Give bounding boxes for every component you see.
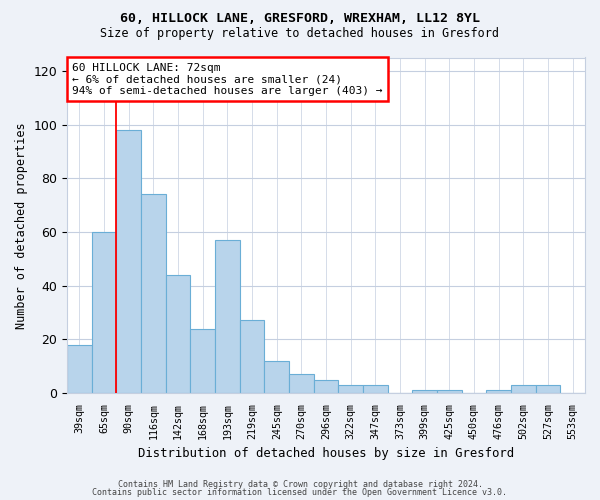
Bar — [412, 390, 437, 393]
Text: 60 HILLOCK LANE: 72sqm
← 6% of detached houses are smaller (24)
94% of semi-deta: 60 HILLOCK LANE: 72sqm ← 6% of detached … — [73, 62, 383, 96]
Bar — [265, 360, 289, 393]
Bar — [190, 328, 215, 393]
Bar — [487, 390, 511, 393]
Bar — [67, 344, 92, 393]
Bar — [338, 385, 363, 393]
X-axis label: Distribution of detached houses by size in Gresford: Distribution of detached houses by size … — [138, 447, 514, 460]
Bar — [166, 275, 190, 393]
Bar — [536, 385, 560, 393]
Y-axis label: Number of detached properties: Number of detached properties — [15, 122, 28, 328]
Bar — [289, 374, 314, 393]
Bar — [363, 385, 388, 393]
Bar — [314, 380, 338, 393]
Bar — [141, 194, 166, 393]
Text: Size of property relative to detached houses in Gresford: Size of property relative to detached ho… — [101, 28, 499, 40]
Text: 60, HILLOCK LANE, GRESFORD, WREXHAM, LL12 8YL: 60, HILLOCK LANE, GRESFORD, WREXHAM, LL1… — [120, 12, 480, 26]
Bar — [240, 320, 265, 393]
Bar — [511, 385, 536, 393]
Bar — [437, 390, 462, 393]
Text: Contains HM Land Registry data © Crown copyright and database right 2024.: Contains HM Land Registry data © Crown c… — [118, 480, 482, 489]
Text: Contains public sector information licensed under the Open Government Licence v3: Contains public sector information licen… — [92, 488, 508, 497]
Bar — [92, 232, 116, 393]
Bar — [215, 240, 240, 393]
Bar — [116, 130, 141, 393]
